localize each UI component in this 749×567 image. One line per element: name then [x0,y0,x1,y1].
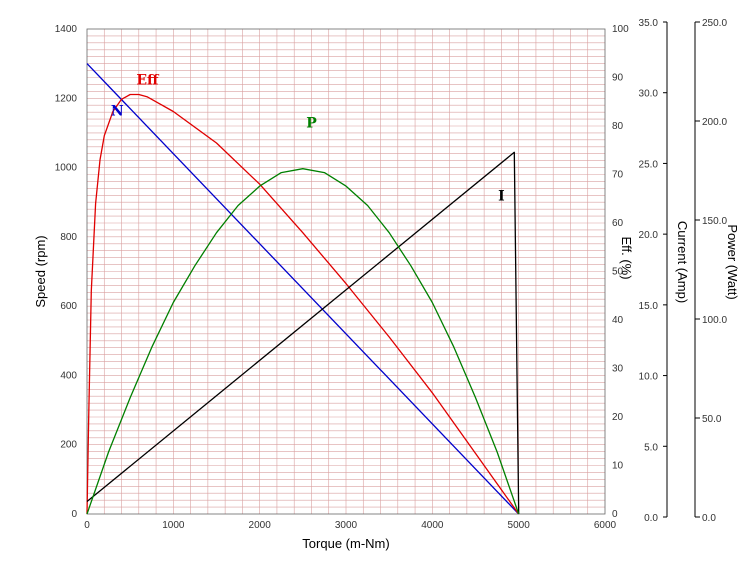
x-tick-label: 5000 [508,520,531,531]
power-axis-title: Power (Watt) [725,224,740,299]
power-tick-label: 100.0 [702,315,727,326]
current-tick-label: 25.0 [639,159,659,170]
x-tick-label: 4000 [421,520,444,531]
eff-tick-label: 20 [612,412,624,423]
speed-tick-label: 400 [60,370,77,381]
eff-tick-label: 0 [612,509,618,520]
current-line [86,151,520,515]
speed-tick-label: 0 [71,509,77,520]
eff-tick-label: 40 [612,315,624,326]
eff-tick-label: 90 [612,73,624,84]
current-tick-label: 15.0 [639,301,659,312]
power-tick-label: 50.0 [702,414,722,425]
x-axis-title: Torque (m-Nm) [302,536,389,551]
current-tick-label: 30.0 [639,89,659,100]
current-tick-label: 5.0 [644,442,658,453]
efficiency-line [86,93,520,515]
eff-tick-label: 70 [612,170,624,181]
x-tick-label: 6000 [594,520,617,531]
eff-axis-title: Eff. (%) [619,236,634,279]
speed-tick-label: 1000 [55,163,78,174]
x-tick-label: 2000 [249,520,272,531]
x-tick-label: 0 [84,520,90,531]
plot-area-border [86,28,606,515]
power-tick-label: 250.0 [702,18,727,29]
current-tick-label: 35.0 [639,18,659,29]
power-tick-label: 0.0 [702,513,716,524]
x-tick-label: 1000 [162,520,185,531]
series-label: P [306,116,317,132]
current-tick-label: 0.0 [644,513,658,524]
power-tick-label: 150.0 [702,216,727,227]
current-tick-label: 10.0 [639,372,659,383]
eff-tick-label: 100 [612,24,629,35]
series-label: N [111,104,124,120]
series-label: I [498,188,505,204]
speed-tick-label: 200 [60,440,77,451]
current-axis-title: Current (Amp) [675,221,690,303]
eff-tick-label: 30 [612,364,624,375]
power-tick-label: 200.0 [702,117,727,128]
eff-tick-label: 60 [612,218,624,229]
eff-tick-label: 50 [612,267,624,278]
speed-axis-title: Speed (rpm) [33,235,48,307]
speed-tick-label: 600 [60,301,77,312]
speed-tick-label: 1400 [55,24,78,35]
speed-tick-label: 800 [60,232,77,243]
eff-tick-label: 10 [612,461,624,472]
speed-line [86,63,520,515]
eff-tick-label: 80 [612,121,624,132]
x-tick-label: 3000 [335,520,358,531]
power-line [86,168,520,515]
series-label: Eff [136,72,160,88]
current-tick-label: 20.0 [639,230,659,241]
speed-tick-label: 1200 [55,93,78,104]
